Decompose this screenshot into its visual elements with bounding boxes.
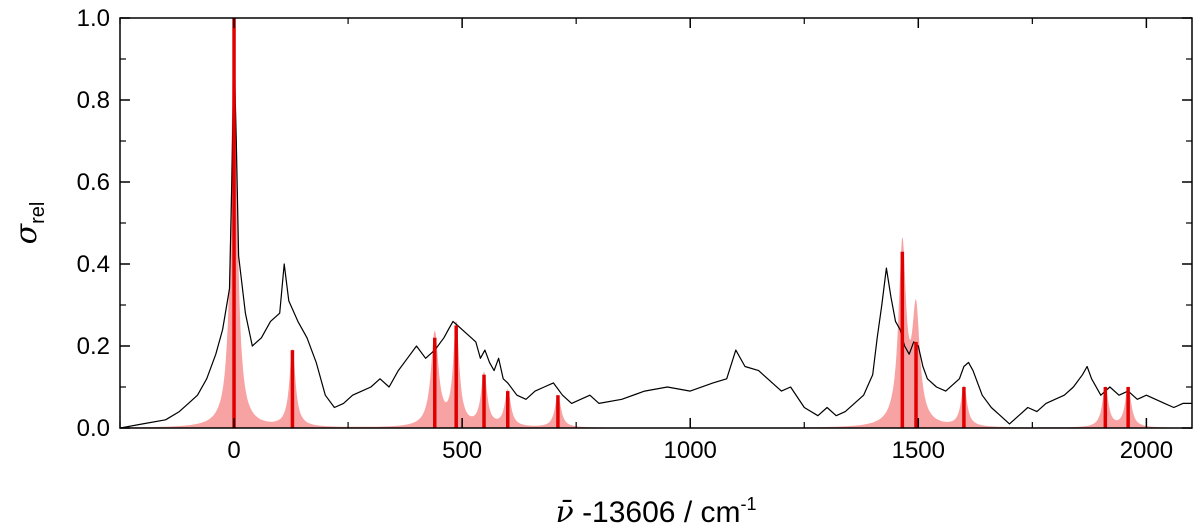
- x-tick-label: 0: [227, 437, 240, 464]
- x-axis-superscript: -1: [740, 494, 756, 514]
- x-axis-symbol: ν̄: [555, 495, 573, 530]
- simulated-spectrum-fill: [120, 18, 1192, 428]
- experimental-spectrum-layer: [119, 50, 1192, 429]
- y-axis-symbol: σ: [9, 222, 44, 244]
- y-axis-title: σrel: [9, 202, 49, 245]
- y-tick-label: 1.0: [77, 5, 110, 32]
- x-axis-text: -13606 / cm: [574, 496, 741, 529]
- x-tick-label: 2000: [1120, 437, 1173, 464]
- stick-spectrum-layer: [232, 18, 1130, 428]
- y-axis-ticks: 0.0 0.2 0.4 0.6 0.8 1.0: [77, 5, 1192, 442]
- x-tick-label: 1000: [664, 437, 717, 464]
- x-axis-ticks: 0 500 1000 1500 2000: [119, 18, 1173, 464]
- x-axis-title: ν̄ -13606 / cm-1: [555, 494, 756, 530]
- y-tick-label: 0.6: [77, 169, 110, 196]
- plot-frame: [119, 17, 1193, 429]
- y-tick-label: 0.8: [77, 87, 110, 114]
- x-tick-label: 500: [442, 437, 482, 464]
- y-tick-label: 0.2: [77, 333, 110, 360]
- y-tick-label: 0.0: [77, 415, 110, 442]
- y-axis-subscript: rel: [27, 202, 49, 224]
- simulated-spectrum-layer: [120, 18, 1192, 428]
- experimental-spectrum-line: [119, 50, 1192, 429]
- y-tick-label: 0.4: [77, 251, 110, 278]
- x-tick-label: 1500: [892, 437, 945, 464]
